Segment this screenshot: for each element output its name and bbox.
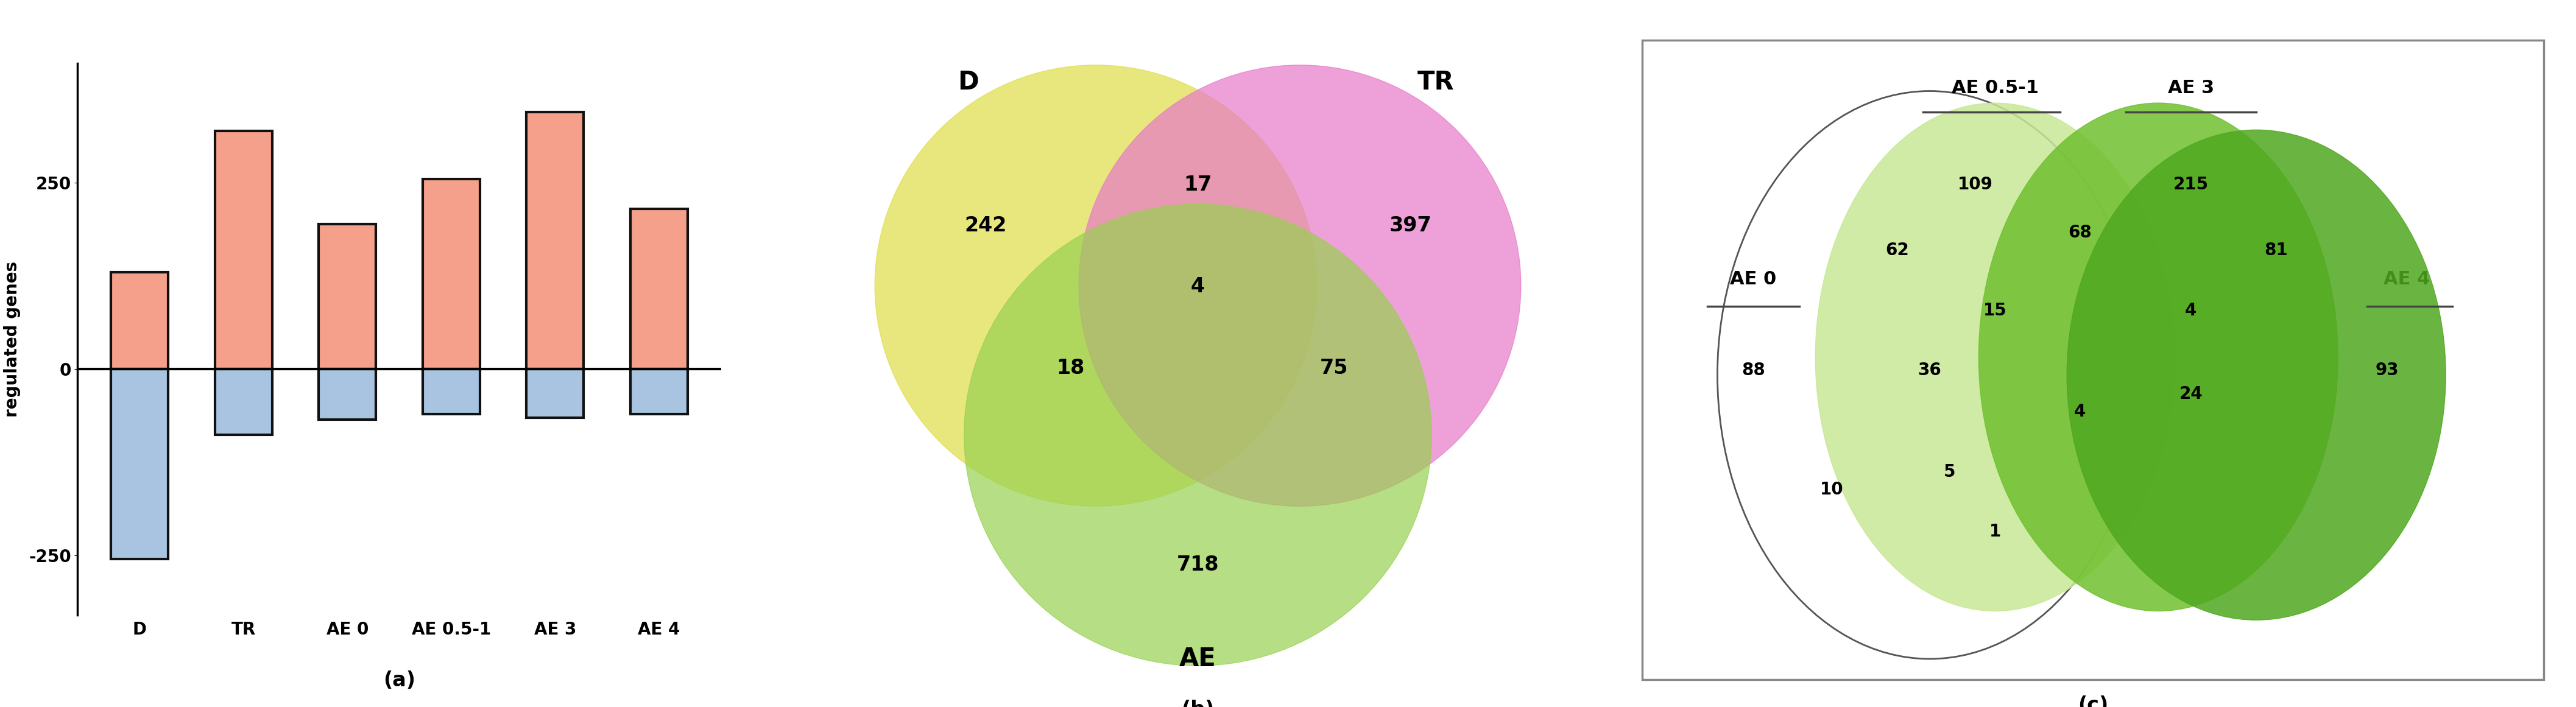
Ellipse shape xyxy=(876,65,1316,506)
Text: 17: 17 xyxy=(1185,175,1211,195)
Text: 397: 397 xyxy=(1388,216,1432,235)
Text: D: D xyxy=(958,69,979,95)
Text: (b): (b) xyxy=(1182,700,1213,707)
Text: 24: 24 xyxy=(2179,385,2202,402)
Text: 215: 215 xyxy=(2174,176,2208,193)
Text: (c): (c) xyxy=(2079,696,2107,707)
Ellipse shape xyxy=(963,204,1432,666)
Text: 4: 4 xyxy=(2074,404,2087,421)
Bar xyxy=(631,369,688,414)
Text: 5: 5 xyxy=(1942,463,1955,480)
Bar xyxy=(631,209,688,369)
Text: 81: 81 xyxy=(2264,242,2287,259)
Text: 15: 15 xyxy=(1984,302,2007,319)
Bar xyxy=(111,369,167,559)
Text: 75: 75 xyxy=(1319,358,1347,378)
Bar xyxy=(111,272,167,369)
Bar xyxy=(319,369,376,420)
Text: 109: 109 xyxy=(1958,176,1994,193)
Text: 18: 18 xyxy=(1056,358,1084,378)
Text: 1: 1 xyxy=(1989,523,2002,540)
Ellipse shape xyxy=(1079,65,1520,506)
Text: 88: 88 xyxy=(1741,361,1765,379)
Text: 68: 68 xyxy=(2069,224,2092,241)
Text: 242: 242 xyxy=(963,216,1007,235)
Text: AE: AE xyxy=(1180,646,1216,672)
Y-axis label: Number down- and up-
regulated genes: Number down- and up- regulated genes xyxy=(0,230,21,448)
Bar xyxy=(422,369,479,414)
Text: AE 4: AE 4 xyxy=(2383,271,2429,288)
Text: 93: 93 xyxy=(2375,361,2398,379)
Bar xyxy=(319,224,376,369)
Text: 36: 36 xyxy=(1919,361,1942,379)
Text: 62: 62 xyxy=(1886,242,1909,259)
Bar xyxy=(526,112,585,369)
Text: AE 3: AE 3 xyxy=(2169,79,2215,97)
Text: 4: 4 xyxy=(1190,276,1206,297)
Text: TR: TR xyxy=(1417,69,1455,95)
Text: (a): (a) xyxy=(384,670,415,690)
Bar xyxy=(422,179,479,369)
Ellipse shape xyxy=(2066,130,2445,620)
Ellipse shape xyxy=(1978,103,2339,611)
Bar xyxy=(214,369,273,435)
Text: AE 0: AE 0 xyxy=(1731,271,1777,288)
Text: 718: 718 xyxy=(1177,555,1218,575)
Bar xyxy=(526,369,585,418)
Ellipse shape xyxy=(1816,103,2174,611)
Bar xyxy=(214,131,273,369)
Text: 4: 4 xyxy=(2184,302,2197,319)
Text: 10: 10 xyxy=(1821,481,1844,498)
FancyBboxPatch shape xyxy=(1643,40,2543,680)
Text: AE 0.5-1: AE 0.5-1 xyxy=(1953,79,2038,97)
